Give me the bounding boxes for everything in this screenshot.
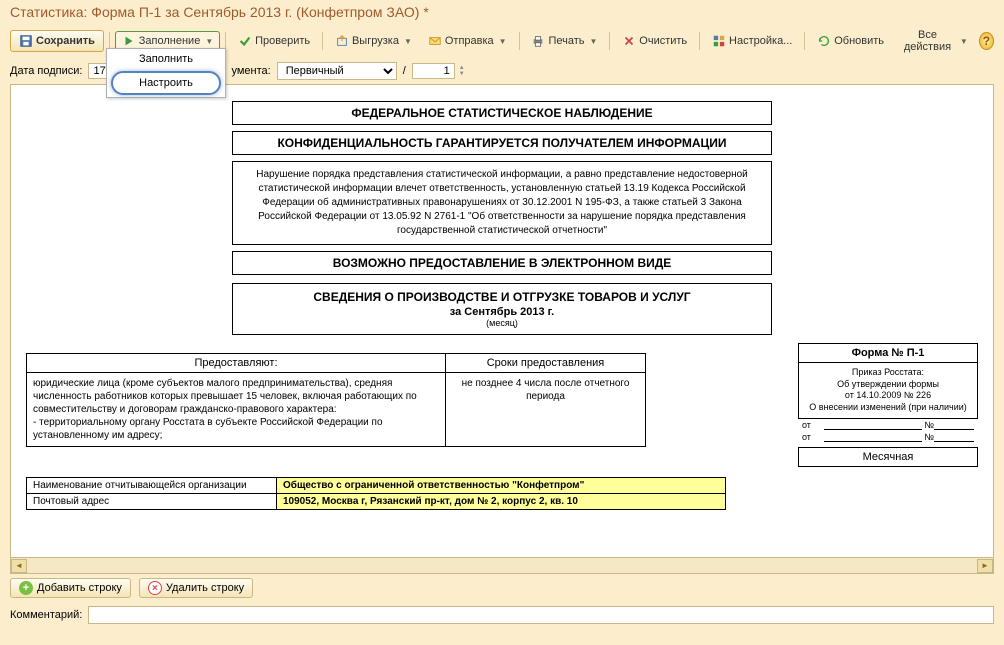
comment-label: Комментарий: bbox=[10, 609, 82, 621]
fill-dropdown: Заполнить Настроить bbox=[106, 48, 226, 98]
scroll-left-icon[interactable]: ◄ bbox=[11, 559, 27, 573]
separator bbox=[322, 32, 323, 50]
comment-row: Комментарий: bbox=[0, 602, 1004, 628]
addr-value[interactable]: 109052, Москва г, Рязанский пр-кт, дом №… bbox=[277, 493, 726, 509]
form-info-box: Форма № П-1 Приказ Росстата: Об утвержде… bbox=[798, 343, 978, 467]
check-button[interactable]: Проверить bbox=[231, 31, 317, 51]
separator bbox=[609, 32, 610, 50]
doc-header-1: ФЕДЕРАЛЬНОЕ СТАТИСТИЧЕСКОЕ НАБЛЮДЕНИЕ bbox=[232, 101, 772, 125]
doc-warning: Нарушение порядка представления статисти… bbox=[232, 161, 772, 245]
scroll-right-icon[interactable]: ► bbox=[977, 559, 993, 573]
form-number: Форма № П-1 bbox=[798, 343, 978, 363]
spinner-icon[interactable]: ▲▼ bbox=[459, 65, 465, 77]
play-icon bbox=[122, 34, 136, 48]
provide-body: юридические лица (кроме субъектов малого… bbox=[27, 373, 445, 446]
clear-button[interactable]: Очистить bbox=[615, 31, 694, 51]
refresh-button[interactable]: Обновить bbox=[810, 31, 891, 51]
provide-table: Предоставляют: юридические лица (кроме с… bbox=[26, 353, 646, 447]
dropdown-fill-item[interactable]: Заполнить bbox=[107, 49, 225, 69]
separator bbox=[519, 32, 520, 50]
print-button[interactable]: Печать ▼ bbox=[524, 31, 604, 51]
export-icon bbox=[335, 34, 349, 48]
main-toolbar: Сохранить Заполнение ▼ Заполнить Настрои… bbox=[0, 24, 1004, 58]
save-button[interactable]: Сохранить bbox=[10, 30, 104, 52]
provide-header: Предоставляют: bbox=[27, 354, 445, 373]
doc-type-select[interactable]: Первичный bbox=[277, 62, 397, 80]
dropdown-configure-item[interactable]: Настроить bbox=[111, 71, 221, 95]
separator bbox=[804, 32, 805, 50]
bottom-toolbar: + Добавить строку × Удалить строку bbox=[0, 574, 1004, 602]
form-order: Приказ Росстата: Об утверждении формы от… bbox=[798, 363, 978, 419]
horizontal-scrollbar[interactable]: ◄ ► bbox=[11, 557, 993, 573]
export-button[interactable]: Выгрузка ▼ bbox=[328, 31, 419, 51]
date-label: Дата подписи: bbox=[10, 65, 82, 77]
x-icon bbox=[622, 34, 636, 48]
deadline-body: не позднее 4 числа после отчетного перио… bbox=[446, 373, 645, 407]
floppy-icon bbox=[19, 34, 33, 48]
deadline-header: Сроки предоставления bbox=[446, 354, 645, 373]
help-icon[interactable]: ? bbox=[979, 32, 994, 50]
delete-row-button[interactable]: × Удалить строку bbox=[139, 578, 253, 598]
all-actions-button[interactable]: Все действия ▼ bbox=[893, 26, 975, 56]
org-table: Наименование отчитывающейся организации … bbox=[26, 477, 726, 510]
chevron-down-icon: ▼ bbox=[960, 37, 968, 46]
tools-icon bbox=[712, 34, 726, 48]
comment-input[interactable] bbox=[88, 606, 994, 624]
settings-button[interactable]: Настройка... bbox=[705, 31, 799, 51]
org-value[interactable]: Общество с ограниченной ответственностью… bbox=[277, 477, 726, 493]
separator bbox=[699, 32, 700, 50]
org-label: Наименование отчитывающейся организации bbox=[27, 477, 277, 493]
doc-label: умента: bbox=[231, 65, 270, 77]
printer-icon bbox=[531, 34, 545, 48]
doc-header-3: ВОЗМОЖНО ПРЕДОСТАВЛЕНИЕ В ЭЛЕКТРОННОМ ВИ… bbox=[232, 251, 772, 275]
chevron-down-icon: ▼ bbox=[404, 37, 412, 46]
send-button[interactable]: Отправка ▼ bbox=[421, 31, 514, 51]
num-input[interactable] bbox=[412, 63, 455, 79]
check-icon bbox=[238, 34, 252, 48]
chevron-down-icon: ▼ bbox=[590, 37, 598, 46]
form-period: Месячная bbox=[798, 447, 978, 467]
window-title: Статистика: Форма П-1 за Сентябрь 2013 г… bbox=[0, 0, 1004, 24]
chevron-down-icon: ▼ bbox=[205, 37, 213, 46]
addr-label: Почтовый адрес bbox=[27, 493, 277, 509]
refresh-icon bbox=[817, 34, 831, 48]
add-row-button[interactable]: + Добавить строку bbox=[10, 578, 131, 598]
chevron-down-icon: ▼ bbox=[499, 37, 507, 46]
doc-header-2: КОНФИДЕНЦИАЛЬНОСТЬ ГАРАНТИРУЕТСЯ ПОЛУЧАТ… bbox=[232, 131, 772, 155]
mail-icon bbox=[428, 34, 442, 48]
doc-info-title: СВЕДЕНИЯ О ПРОИЗВОДСТВЕ И ОТГРУЗКЕ ТОВАР… bbox=[232, 283, 772, 335]
plus-icon: + bbox=[19, 581, 33, 595]
delete-icon: × bbox=[148, 581, 162, 595]
slash: / bbox=[403, 65, 406, 77]
document-area: ФЕДЕРАЛЬНОЕ СТАТИСТИЧЕСКОЕ НАБЛЮДЕНИЕ КО… bbox=[10, 84, 994, 574]
